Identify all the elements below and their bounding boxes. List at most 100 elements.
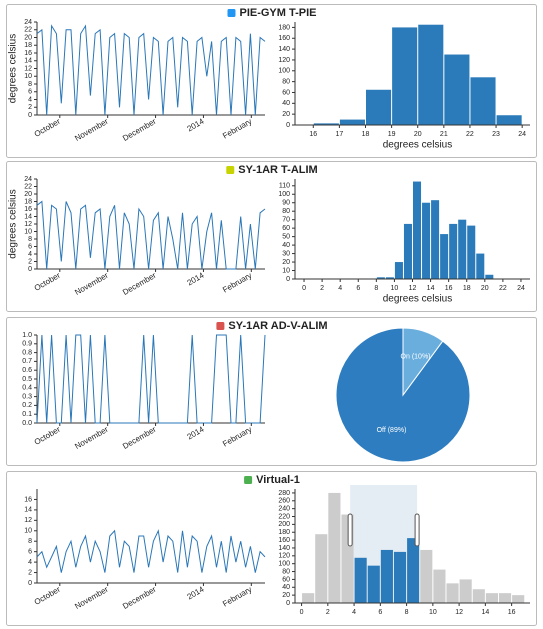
y-tick-label: 0.1 — [22, 411, 32, 418]
x-tick-label: 22 — [466, 131, 474, 138]
title-swatch — [244, 476, 253, 484]
y-tick-label: 10 — [24, 228, 32, 235]
histogram-bar — [498, 593, 512, 603]
histogram-bar — [403, 223, 412, 279]
histogram-bar — [433, 569, 446, 603]
y-tick-label: 6 — [28, 243, 32, 250]
y-tick-label: 12 — [24, 517, 32, 524]
title-swatch — [227, 9, 236, 17]
y-tick-label: 4 — [28, 251, 32, 258]
histogram-bar — [496, 115, 522, 125]
x-tick-label: 8 — [405, 609, 409, 616]
panel-title: SY-1AR T-ALIM — [238, 164, 317, 176]
x-axis-label: degrees celsius — [383, 294, 452, 305]
histogram-bar — [313, 123, 339, 125]
histogram-bar — [459, 579, 472, 603]
x-tick-label: 24 — [517, 285, 525, 292]
y-tick-label: 12 — [24, 221, 32, 228]
y-tick-label: 0.5 — [22, 376, 32, 383]
title-swatch — [226, 166, 235, 174]
y-tick-label: 100 — [278, 561, 290, 568]
y-tick-label: 0 — [28, 580, 32, 587]
x-tick-label: 21 — [440, 131, 448, 138]
y-tick-label: 2 — [28, 104, 32, 111]
y-tick-label: 0.7 — [22, 358, 32, 365]
y-tick-label: 24 — [24, 19, 32, 26]
histogram-bar — [422, 202, 431, 279]
y-tick-label: 12 — [24, 65, 32, 72]
histogram-bar — [339, 119, 365, 125]
y-tick-label: 140 — [278, 46, 290, 53]
pie-label: On (10%) — [401, 354, 431, 361]
y-tick-label: 80 — [282, 78, 290, 85]
histogram-bar — [413, 181, 422, 279]
y-tick-label: 18 — [24, 198, 32, 205]
histogram-bar — [446, 583, 459, 603]
histogram-bar — [385, 277, 394, 279]
y-tick-label: 60 — [282, 576, 290, 583]
y-tick-label: 160 — [278, 35, 290, 42]
histogram-bar — [472, 589, 485, 603]
y-tick-label: 8 — [28, 81, 32, 88]
histogram-bar — [458, 219, 467, 279]
histogram-bar — [328, 492, 341, 603]
brush-handle[interactable] — [414, 513, 420, 547]
line-series — [36, 529, 266, 573]
y-tick-label: 110 — [279, 183, 290, 190]
histogram-bar — [367, 565, 380, 603]
histogram-bar — [392, 27, 418, 126]
histogram-bar — [485, 593, 498, 603]
histogram-bar — [512, 595, 525, 603]
x-tick-label: 0 — [300, 609, 304, 616]
y-tick-label: 10 — [24, 73, 32, 80]
y-axis-label: degrees celsius — [8, 34, 19, 103]
x-tick-label: 20 — [414, 131, 422, 138]
y-tick-label: 20 — [282, 592, 290, 599]
histogram-bar — [354, 557, 367, 603]
brush-handle[interactable] — [347, 513, 353, 547]
histogram-bar — [467, 225, 476, 279]
y-tick-label: 6 — [28, 89, 32, 96]
y-tick-label: 0 — [286, 276, 290, 283]
y-tick-label: 10 — [282, 267, 290, 274]
histogram-bar — [449, 223, 458, 279]
histogram-bar — [394, 262, 403, 279]
histogram-bar — [393, 551, 407, 603]
y-tick-label: 240 — [278, 505, 290, 512]
x-tick-label: 22 — [499, 285, 507, 292]
histogram-bar — [485, 274, 494, 279]
x-tick-label: 6 — [378, 609, 382, 616]
y-tick-label: 50 — [282, 233, 290, 240]
histogram-bar — [476, 253, 485, 279]
y-tick-label: 18 — [24, 42, 32, 49]
y-tick-label: 4 — [28, 559, 32, 566]
y-tick-label: 14 — [24, 213, 32, 220]
y-tick-label: 10 — [24, 528, 32, 535]
x-tick-label: 10 — [429, 609, 437, 616]
histogram-bar — [470, 77, 496, 125]
y-tick-label: 140 — [278, 545, 290, 552]
x-tick-label: 14 — [481, 609, 489, 616]
y-tick-label: 0.8 — [22, 349, 32, 356]
x-tick-label: 18 — [463, 285, 471, 292]
x-tick-label: 20 — [481, 285, 489, 292]
y-tick-label: 14 — [24, 507, 32, 514]
y-tick-label: 80 — [282, 568, 290, 575]
y-tick-label: 16 — [24, 206, 32, 213]
line-series — [36, 334, 266, 424]
y-tick-label: 30 — [282, 250, 290, 257]
y-axis-label: degrees celsius — [8, 189, 19, 258]
y-tick-label: 120 — [278, 553, 290, 560]
y-tick-label: 22 — [24, 183, 32, 190]
y-tick-label: 22 — [24, 27, 32, 34]
x-tick-label: 12 — [455, 609, 463, 616]
y-tick-label: 100 — [278, 191, 290, 198]
x-tick-label: 17 — [335, 131, 343, 138]
x-tick-label: 14 — [427, 285, 435, 292]
histogram-bar — [407, 538, 420, 603]
y-tick-label: 20 — [24, 34, 32, 41]
y-tick-label: 20 — [24, 191, 32, 198]
y-tick-label: 0 — [286, 600, 290, 607]
x-tick-label: 4 — [338, 285, 342, 292]
